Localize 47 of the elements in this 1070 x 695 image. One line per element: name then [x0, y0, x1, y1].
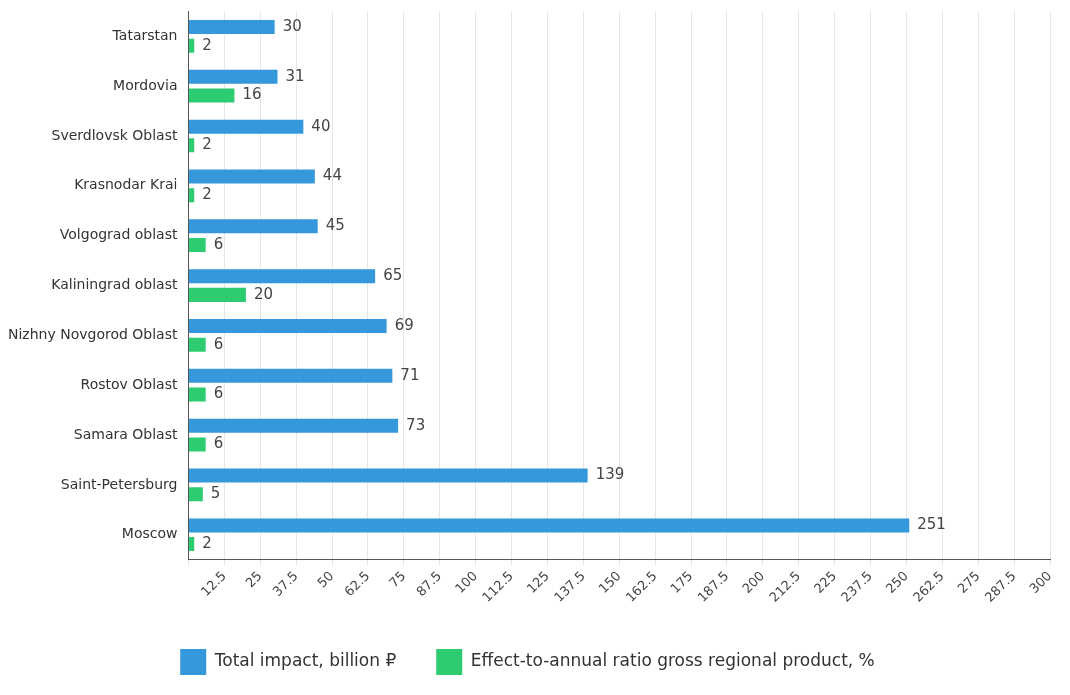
- legend-label: Effect-to-annual ratio gross regional product, %: [470, 650, 875, 671]
- x-tick-label: 150: [595, 568, 624, 597]
- x-tick-label: 50: [314, 568, 337, 591]
- y-tick-label: Kaliningrad oblast: [51, 276, 178, 293]
- data-label: 2: [202, 533, 212, 552]
- data-label: 44: [322, 166, 342, 185]
- y-tick-label: Nizhny Novgorod Oblast: [7, 326, 178, 343]
- legend-label: Total impact, billion ₽: [213, 650, 397, 671]
- y-tick-label: Sverdlovsk Oblast: [51, 126, 178, 143]
- x-tick-label: 200: [739, 568, 768, 597]
- x-tick-label: 25: [242, 568, 265, 591]
- data-label: 5: [210, 484, 221, 503]
- x-tick-label: 125: [523, 568, 552, 597]
- y-tick-label: Krasnodar Krai: [74, 176, 178, 193]
- data-label: 6: [213, 384, 224, 403]
- y-tick-label: Mordovia: [113, 76, 178, 93]
- y-tick-label: Moscow: [121, 525, 178, 542]
- x-tick-label: 75: [386, 568, 409, 591]
- data-label: 6: [213, 434, 224, 453]
- data-label: 2: [202, 185, 212, 204]
- y-tick-label: Saint-Petersburg: [60, 475, 178, 492]
- data-label: 45: [325, 216, 345, 235]
- data-label: 30: [282, 16, 302, 35]
- data-label: 20: [253, 284, 274, 303]
- data-label: 31: [285, 66, 305, 85]
- data-label: 71: [400, 365, 420, 384]
- data-label: 139: [595, 465, 625, 484]
- x-tick-label: 175: [667, 568, 696, 597]
- data-label: 6: [213, 234, 224, 253]
- y-tick-label: Samara Oblast: [73, 425, 178, 442]
- y-tick-label: Rostov Oblast: [80, 375, 178, 392]
- y-tick-label: Tatarstan: [111, 26, 178, 43]
- data-label: 16: [242, 85, 262, 104]
- y-tick-label: Volgograd oblast: [59, 226, 178, 243]
- x-tick-label: 275: [954, 568, 983, 597]
- data-label: 65: [383, 266, 403, 285]
- data-label: 6: [213, 334, 224, 353]
- data-label: 2: [202, 135, 212, 154]
- data-label: 251: [917, 515, 946, 534]
- x-tick-label: 225: [810, 568, 840, 597]
- x-tick-label: 300: [1026, 568, 1055, 597]
- data-label: 2: [202, 35, 212, 54]
- data-label: 40: [311, 116, 331, 135]
- data-label: 73: [406, 415, 426, 434]
- x-tick-label: 100: [452, 568, 481, 597]
- data-label: 69: [394, 315, 414, 334]
- x-tick-label: 250: [882, 568, 911, 597]
